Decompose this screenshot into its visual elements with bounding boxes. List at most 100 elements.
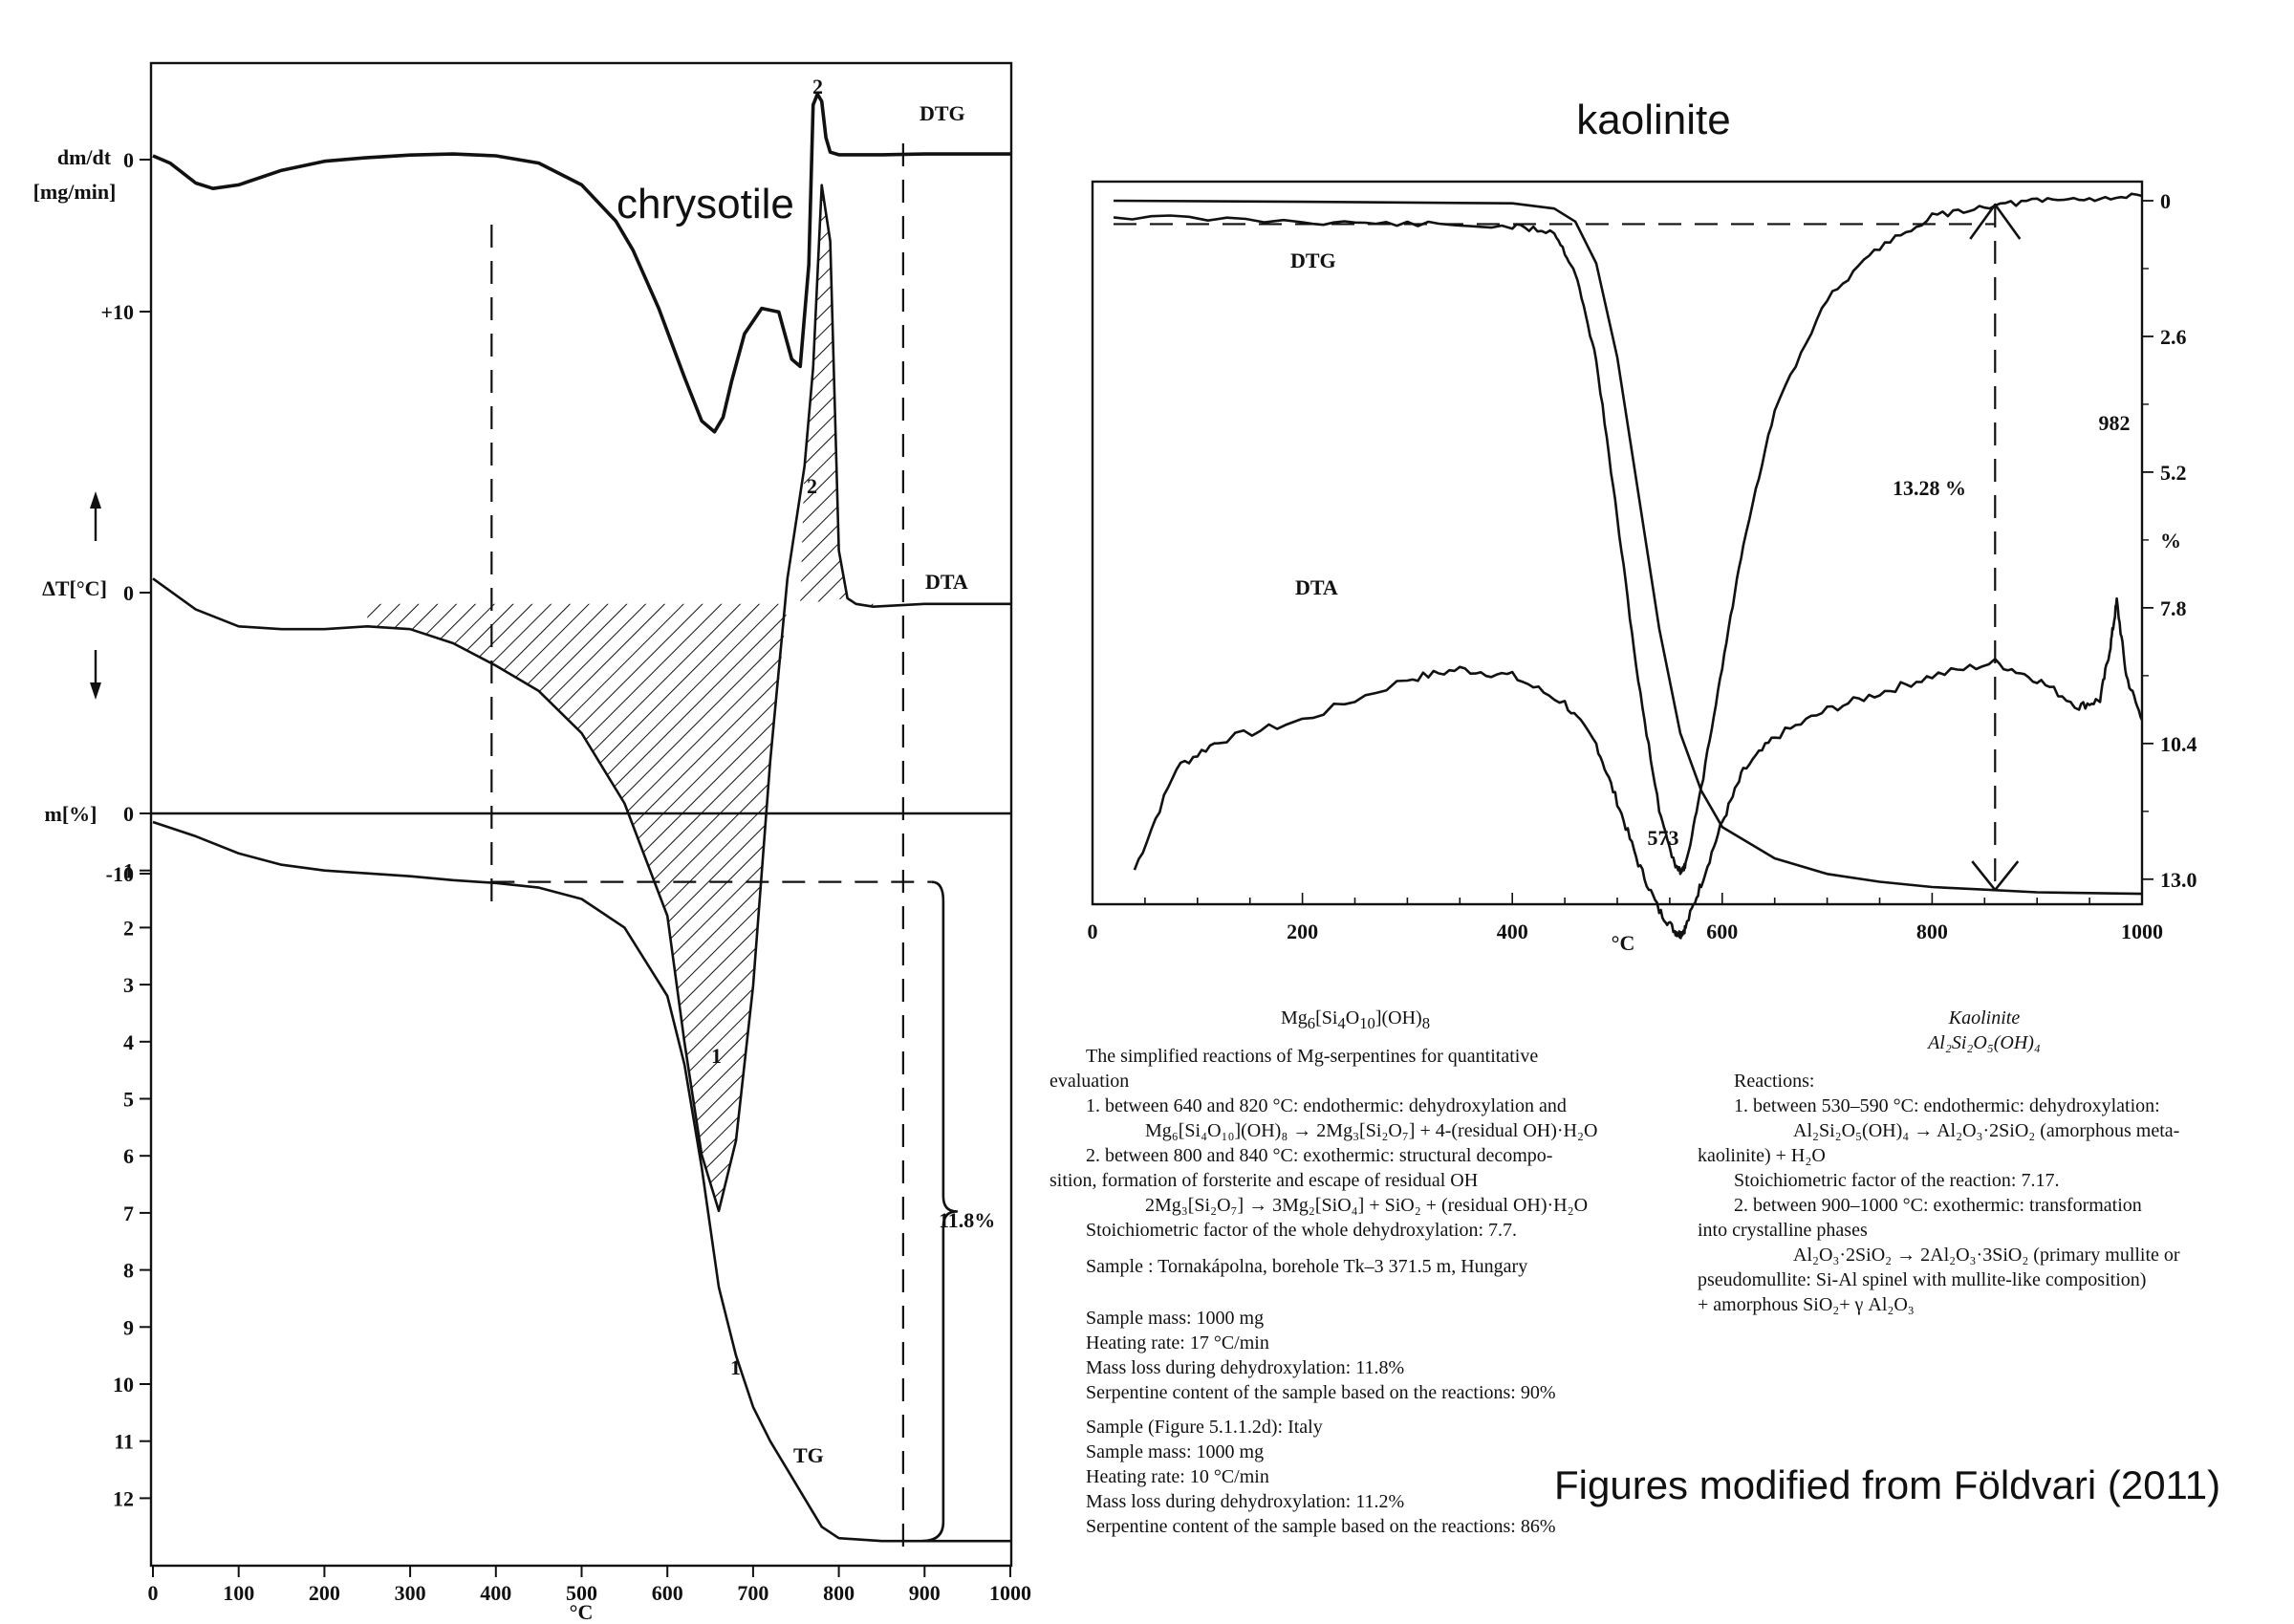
- x-tick-label: 400: [480, 1581, 511, 1605]
- kaolinite-x-label: °C: [1612, 931, 1635, 955]
- reactions-heading: Reactions:: [1734, 1071, 1815, 1092]
- dtg-peak-label-2: 2: [812, 75, 823, 98]
- kaolinite-dtg-label: DTG: [1290, 249, 1336, 272]
- kaolinite-equation-2a: Al₂O₃·2SiO₂ → 2Al₂O₃·3SiO₂ (primary mull…: [1793, 1245, 2180, 1266]
- kaolinite-equation-2b: pseudomullite: Si-Al spinel with mullite…: [1698, 1269, 2147, 1290]
- kaolinite-description: Kaolinite Al₂Si₂O₅(OH)₄ Reactions: 1. be…: [1698, 1006, 2271, 1317]
- dtg-axis-label-line2: [mg/min]: [33, 180, 117, 204]
- kaolinite-stoich: Stoichiometric factor of the reaction: 7…: [1734, 1170, 2060, 1191]
- kaolinite-exo-peak-label: 982: [2099, 411, 2131, 435]
- chrysotile-tg-curve: [152, 820, 1010, 1543]
- down-arrow-head-icon: [90, 682, 101, 700]
- kaolinite-reaction-2b: into crystalline phases: [1698, 1220, 1868, 1241]
- kaolinite-equation-2c: + amorphous SiO₂+ γ Al₂O₃: [1698, 1294, 1915, 1315]
- y-tick-label: -10: [106, 862, 134, 886]
- dtg-peak-label-1: 1: [711, 1044, 722, 1068]
- equation-1: Mg₆[Si₄O₁₀](OH)₈ → 2Mg₃[Si₂O₇] + 4-(resi…: [1145, 1120, 1598, 1141]
- chrysotile-chart: 0 100 200 300 400 500 600 700 800 900 1000 0+100-1…: [33, 61, 1031, 1624]
- chrysotile-dtg-curve: [152, 92, 1010, 434]
- chrysotile-title: chrysotile: [617, 181, 794, 227]
- y-tick-label: 0: [123, 148, 134, 172]
- y-tick-label: 10: [113, 1373, 134, 1397]
- intro-line-1: The simplified reactions of Mg-serpentin…: [1086, 1046, 1539, 1067]
- y-tick-label: 12: [113, 1486, 134, 1510]
- kaolinite-x-ticks: 0 200 400 600 800 1000: [1088, 893, 2163, 943]
- kaolinite-reaction-2a: 2. between 900–1000 °C: exothermic: tran…: [1734, 1195, 2142, 1216]
- x-tick-label: 900: [909, 1581, 941, 1605]
- y-tick-label: 5: [123, 1088, 134, 1112]
- stoichiometric-factor: Stoichiometric factor of the whole dehyd…: [1086, 1220, 1517, 1241]
- up-arrow-head-icon: [90, 491, 101, 509]
- x-tick-label: 300: [395, 1581, 426, 1605]
- dtg-series-label: DTG: [920, 101, 965, 125]
- kaolinite-chart: kaolinite 0 200 400 600 800 1000 0 2.6 5.2% 7.8 1…: [1088, 97, 2197, 955]
- kaolinite-mass-loss: 13.28 %: [1893, 476, 1966, 500]
- reaction-1: 1. between 640 and 820 °C: endothermic: …: [1086, 1095, 1567, 1116]
- dta-hatched-area: [367, 603, 891, 1211]
- y-tick-label: 0: [123, 802, 134, 826]
- kaolinite-tg-curve: [1113, 199, 2143, 896]
- kaolinite-title: kaolinite: [1576, 97, 1730, 143]
- kaolinite-equation-1b: kaolinite) + H₂O: [1698, 1145, 1826, 1166]
- x-tick-label: 400: [1497, 920, 1528, 943]
- y-tick-label: 11: [114, 1430, 134, 1454]
- right-tick-label: 7.8: [2160, 596, 2187, 620]
- right-tick-label: 2.6: [2160, 325, 2187, 349]
- right-tick-label: %: [2160, 529, 2181, 552]
- sample-mass-1: Sample mass: 1000 mg: [1086, 1308, 1265, 1329]
- y-tick-label: 9: [123, 1315, 134, 1339]
- chrysotile-formula: Mg6[Si4O10](OH)8: [1280, 1007, 1431, 1032]
- kaolinite-right-ticks: 0 2.6 5.2% 7.8 10.4 13.0: [2142, 189, 2197, 892]
- tg-peak-label-1: 1: [730, 1355, 741, 1379]
- right-tick-label: 0: [2160, 189, 2171, 213]
- x-tick-label: 600: [652, 1581, 683, 1605]
- kaolinite-equation-1a: Al₂Si₂O₅(OH)₄ → Al₂O₃·2SiO₂ (amorphous m…: [1793, 1120, 2180, 1141]
- sample-mass-2: Sample mass: 1000 mg: [1086, 1441, 1265, 1462]
- serpentine-content-2: Serpentine content of the sample based o…: [1086, 1516, 1556, 1537]
- x-tick-label: 800: [823, 1581, 855, 1605]
- right-tick-label: 5.2: [2160, 461, 2187, 485]
- y-tick-label: 6: [123, 1144, 134, 1168]
- x-tick-label: 0: [1088, 920, 1098, 943]
- reaction-2a: 2. between 800 and 840 °C: exothermic: s…: [1086, 1145, 1553, 1166]
- kaolinite-dta-curve: [1133, 596, 2144, 940]
- chrysotile-description: Mg6[Si4O10](OH)8 The simplified reaction…: [1050, 1006, 1661, 1539]
- y-tick-label: +10: [100, 300, 134, 324]
- y-tick-label: 2: [123, 916, 134, 940]
- dtg-axis-label-line1: dm/dt: [57, 145, 112, 169]
- right-tick-label: 10.4: [2160, 732, 2197, 756]
- dta-series-label: DTA: [925, 570, 968, 594]
- y-tick-label: 8: [123, 1259, 134, 1283]
- kaolinite-formula: Al₂Si₂O₅(OH)₄: [1928, 1032, 2041, 1053]
- y-tick-label: 0: [123, 581, 134, 605]
- x-tick-label: 1000: [989, 1581, 1031, 1605]
- y-tick-label: 7: [123, 1202, 134, 1225]
- x-tick-label: 200: [309, 1581, 340, 1605]
- x-tick-label: 0: [148, 1581, 159, 1605]
- x-tick-label: 100: [223, 1581, 254, 1605]
- heating-rate-1: Heating rate: 17 °C/min: [1086, 1332, 1269, 1353]
- x-tick-label: 600: [1706, 920, 1738, 943]
- sample-1: Sample : Tornakápolna, borehole Tk–3 371…: [1086, 1256, 1528, 1277]
- heating-rate-2: Heating rate: 10 °C/min: [1086, 1466, 1269, 1487]
- kaolinite-endo-peak-label: 573: [1648, 826, 1679, 850]
- y-tick-label: 3: [123, 973, 134, 997]
- serpentine-content-1: Serpentine content of the sample based o…: [1086, 1382, 1556, 1403]
- x-tick-label: 500: [566, 1581, 597, 1605]
- mass-loss-annotation: 11.8%: [939, 1208, 995, 1232]
- mass-loss-1: Mass loss during dehydroxylation: 11.8%: [1086, 1357, 1405, 1378]
- chrysotile-x-ticks: 0 100 200 300 400 500 600 700 800 900 1000: [148, 1566, 1031, 1605]
- x-tick-label: 1000: [2121, 920, 2163, 943]
- y-tick-label: 1: [123, 859, 134, 883]
- intro-line-2: evaluation: [1050, 1071, 1130, 1092]
- kaolinite-dtg-curve: [1113, 192, 2143, 876]
- kaolinite-heading: Kaolinite: [1948, 1007, 2021, 1029]
- mass-loss-2: Mass loss during dehydroxylation: 11.2%: [1086, 1491, 1405, 1512]
- chrysotile-x-label: °C: [570, 1600, 594, 1624]
- equation-2: 2Mg₃[Si₂O₇] → 3Mg₂[SiO₄] + SiO₂ + (resid…: [1145, 1195, 1589, 1216]
- dta-peak-label-2: 2: [807, 474, 817, 498]
- dtg-hatched-area: [800, 184, 848, 604]
- chrysotile-dta-curve: [152, 184, 1010, 1213]
